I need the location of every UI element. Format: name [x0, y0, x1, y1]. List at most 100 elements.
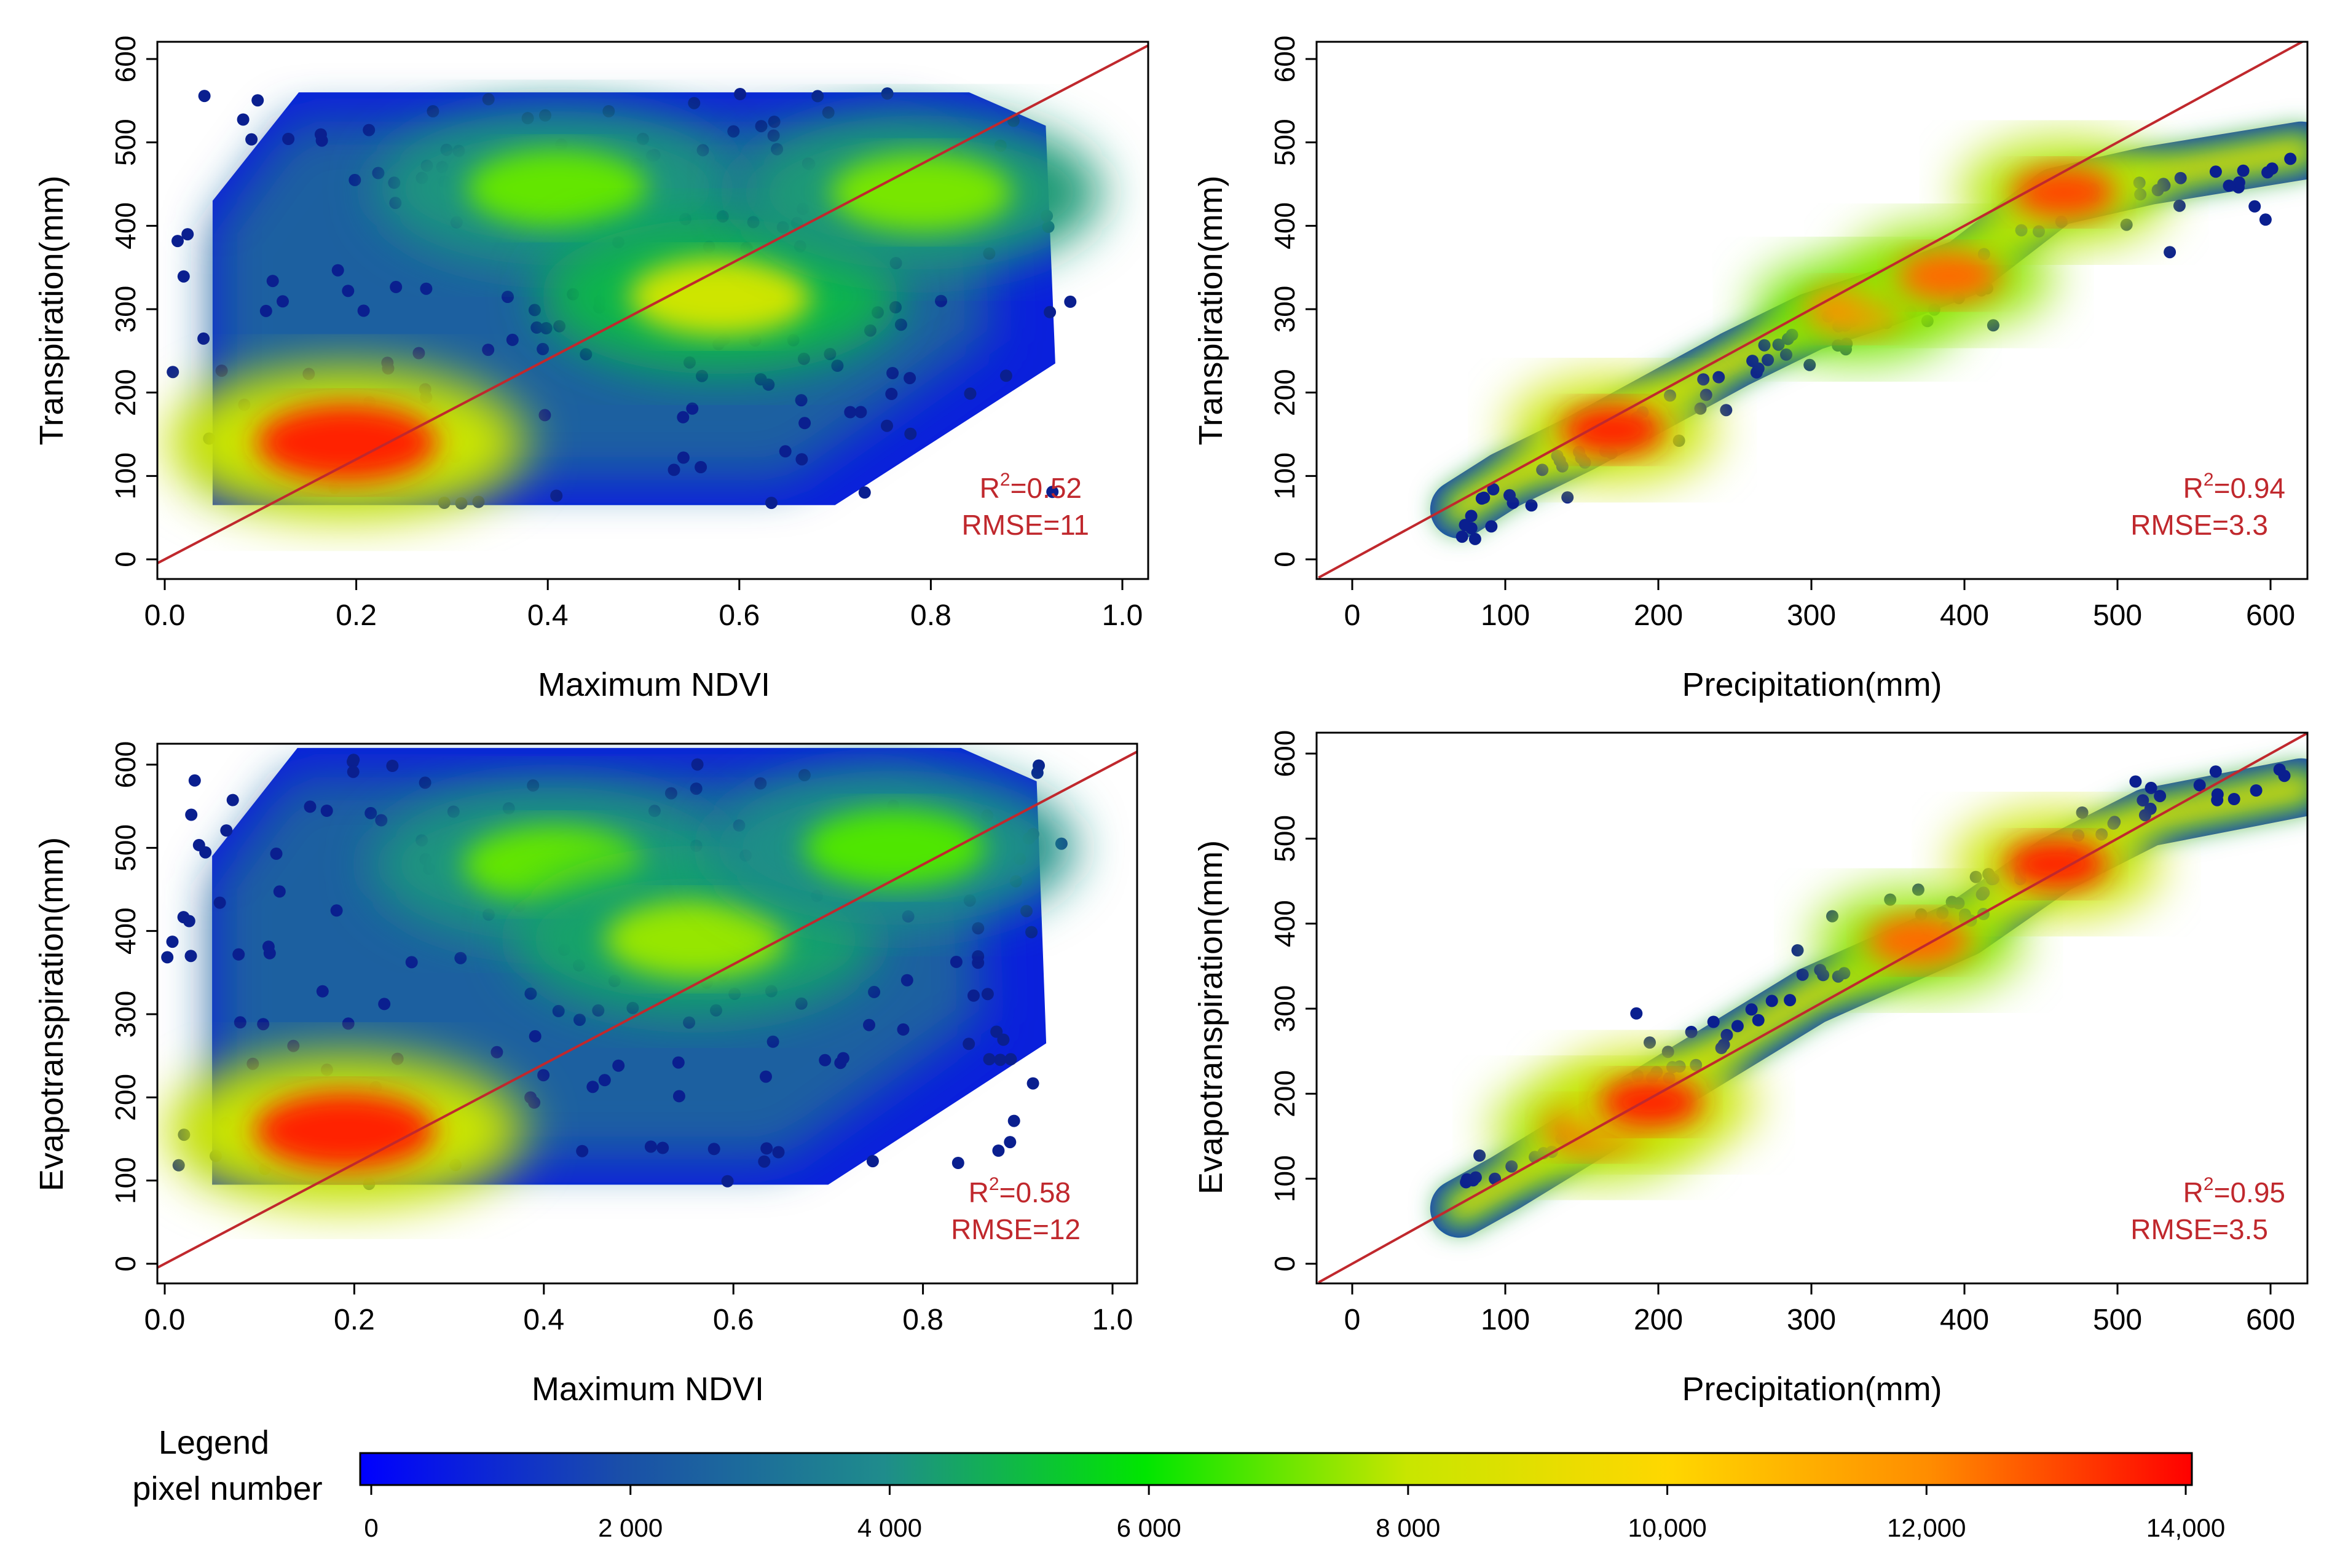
scatter-point — [863, 1018, 875, 1031]
scatter-point — [1505, 1160, 1518, 1173]
panel-4-axes: 0 100 200 300 400 500 600 0 100 200 300 400 500 600 — [1269, 730, 2295, 1336]
scatter-point — [2144, 802, 2157, 815]
scatter-point — [1465, 510, 1478, 522]
panel-1-frame — [156, 41, 1149, 580]
panel-1-x-tick-label: 0.6 — [719, 599, 760, 632]
scatter-point — [904, 372, 916, 385]
scatter-point — [2223, 179, 2235, 192]
scatter-point — [983, 1053, 996, 1066]
panel-3-y-tick-label: 400 — [109, 907, 141, 955]
scatter-point — [1004, 1053, 1017, 1066]
panel-3-y-tick-label: 0 — [109, 1256, 141, 1272]
scatter-point — [378, 998, 391, 1011]
panel-3-y-tick-label: 100 — [109, 1157, 141, 1204]
scatter-point — [490, 1046, 503, 1058]
panel-4-x-tick-label: 500 — [2093, 1304, 2142, 1336]
panel-2-points — [1430, 121, 2307, 545]
panel-1-y-tick-label: 200 — [109, 369, 141, 416]
panel-1-x-tick-label: 0.2 — [336, 599, 377, 632]
scatter-point — [972, 922, 985, 935]
scatter-point — [598, 1074, 611, 1087]
scatter-point — [1004, 1136, 1017, 1149]
scatter-point — [257, 1018, 270, 1031]
scatter-point — [677, 451, 690, 464]
scatter-point — [762, 378, 775, 391]
panel-transpiration-vs-precipitation: 0 100 200 300 400 500 600 0 100 200 300 400 500 600 R… — [1192, 36, 2309, 703]
panel-2-y-tick-label: 100 — [1269, 452, 1301, 500]
panel-1-y-tick-label: 400 — [109, 202, 141, 250]
scatter-point — [550, 489, 563, 502]
scatter-point — [2209, 165, 2222, 178]
panel-1-x-tick-label: 1.0 — [1102, 599, 1143, 632]
panel-4-x-tick-label: 100 — [1481, 1304, 1530, 1336]
scatter-point — [573, 1014, 586, 1026]
scatter-point — [502, 291, 514, 303]
scatter-point — [232, 948, 245, 961]
scatter-point — [734, 88, 747, 100]
scatter-point — [530, 321, 543, 334]
scatter-point — [482, 93, 495, 106]
scatter-point — [881, 87, 894, 100]
colorbar-legend: Legend pixel number 0 2 000 4 000 6 000 8 00… — [132, 1424, 2225, 1542]
scatter-point — [188, 774, 201, 787]
colorbar-tick-label: 8 000 — [1376, 1513, 1440, 1542]
scatter-point — [251, 94, 264, 107]
panel-1-y-tick-label: 300 — [109, 286, 141, 333]
scatter-point — [1473, 1149, 1486, 1162]
scatter-point — [683, 1016, 696, 1029]
scatter-point — [672, 1090, 685, 1103]
panel-4-y-tick-label: 200 — [1269, 1070, 1301, 1117]
scatter-point — [2259, 213, 2272, 226]
scatter-point — [866, 1155, 879, 1168]
scatter-point — [215, 364, 228, 377]
panel-3-axes: 0.0 0.2 0.4 0.6 0.8 1.0 0 100 200 300 400 500 600 — [109, 741, 1133, 1336]
panel-2-y-tick-label: 400 — [1269, 202, 1301, 250]
panel-1-axes: 0.0 0.2 0.4 0.6 0.8 1.0 0 100 200 300 400 500 600 — [109, 36, 1143, 632]
panel-1-r2: R2=0.52 — [980, 470, 1082, 504]
scatter-point — [900, 974, 913, 987]
panel-2-one-to-one-line — [1318, 42, 2305, 579]
scatter-point — [592, 1004, 605, 1017]
panel-3-density-peak — [605, 900, 786, 979]
scatter-point — [2284, 152, 2297, 165]
scatter-point — [198, 90, 211, 103]
panel-evapotranspiration-vs-ndvi: 0.0 0.2 0.4 0.6 0.8 1.0 0 100 200 300 400 500 600 R2… — [33, 741, 1138, 1408]
scatter-point — [811, 90, 824, 103]
panel-4-x-tick-label: 400 — [1940, 1304, 1989, 1336]
panel-4-density-peak — [1867, 915, 1971, 967]
scatter-point — [1784, 994, 1797, 1007]
scatter-point — [765, 497, 778, 510]
scatter-point — [524, 1091, 537, 1104]
scatter-point — [972, 950, 985, 963]
scatter-point — [854, 406, 867, 419]
panel-2-x-tick-label: 600 — [2246, 599, 2295, 632]
scatter-point — [755, 120, 768, 133]
scatter-point — [1685, 1025, 1698, 1038]
panel-2-density-field — [1430, 121, 2307, 545]
panel-2-density-peak — [1561, 404, 1664, 456]
panel-4-y-tick-label: 400 — [1269, 900, 1301, 947]
scatter-point — [1561, 491, 1574, 504]
scatter-point — [586, 1081, 599, 1093]
legend-title-line1: Legend — [159, 1424, 269, 1461]
scatter-point — [1758, 339, 1771, 352]
scatter-point — [381, 357, 394, 369]
scatter-point — [844, 406, 857, 419]
colorbar-tick-label: 14,000 — [2146, 1513, 2225, 1542]
scatter-point — [412, 347, 425, 360]
scatter-point — [277, 295, 289, 308]
panel-3-one-to-one-line — [157, 750, 1137, 1269]
scatter-point — [472, 495, 485, 508]
scatter-point — [482, 344, 495, 357]
scatter-point — [405, 956, 418, 969]
scatter-point — [1700, 388, 1712, 401]
panel-3-density-peak — [254, 1092, 435, 1170]
panel-2-xlabel: Precipitation(mm) — [1682, 666, 1942, 703]
scatter-point — [2173, 199, 2186, 212]
scatter-point — [963, 1038, 975, 1050]
scatter-point — [690, 782, 703, 795]
colorbar-tick-label: 0 — [364, 1513, 378, 1542]
scatter-point — [177, 270, 190, 283]
scatter-point — [1064, 295, 1077, 308]
panel-1-density-field — [166, 87, 1102, 521]
